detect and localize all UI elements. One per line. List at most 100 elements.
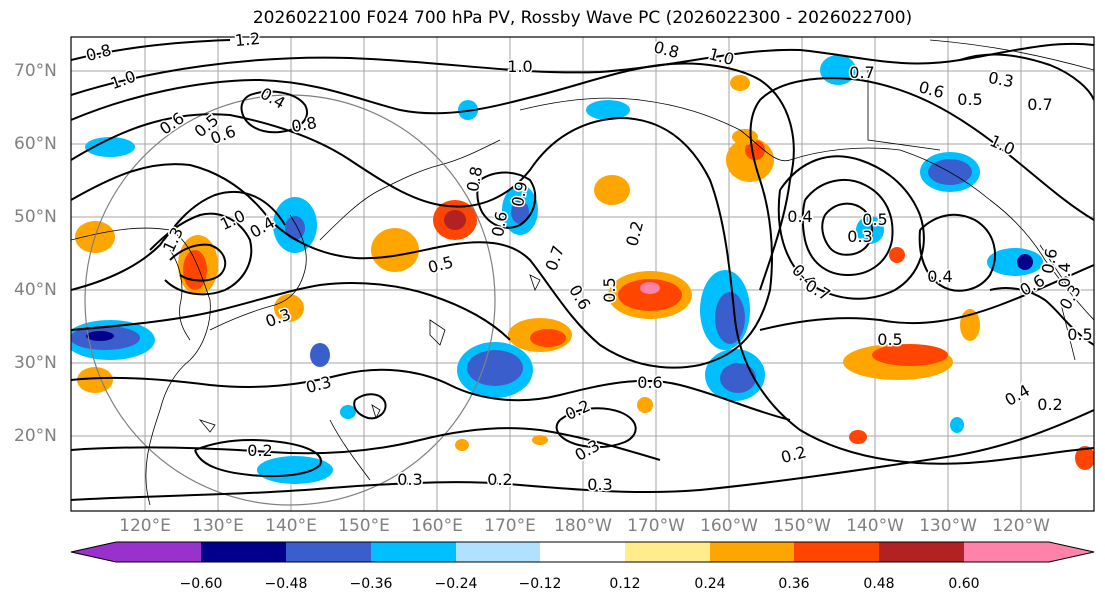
colorbar-segment	[371, 542, 457, 562]
lon-label-120w: 120°W	[992, 516, 1050, 536]
anomaly-patch	[455, 439, 469, 451]
contour-label: 0.5	[426, 252, 456, 277]
anomaly-patch	[745, 140, 765, 160]
anomaly-patch	[371, 228, 419, 272]
lon-label-160e: 160°E	[411, 516, 463, 536]
colorbar	[70, 541, 1095, 563]
contour-label: 0.7	[1027, 95, 1052, 114]
anomaly-patch	[1017, 254, 1033, 270]
colorbar-segment	[710, 542, 795, 562]
colorbar-segment	[286, 542, 372, 562]
anomaly-patch	[444, 210, 466, 230]
anomaly-patch	[637, 397, 653, 413]
contour-label: 0.5	[600, 277, 619, 302]
map-panel: 0.81.01.20.50.60.40.80.61.00.8 1.00.70.6 0…	[70, 27, 1095, 512]
lat-label-40: 40°N	[14, 280, 57, 300]
colorbar-extend-high	[1049, 542, 1094, 562]
colorbar-tick-label: 0.36	[778, 576, 810, 592]
lon-label-150w: 150°W	[773, 516, 831, 536]
lon-label-140w: 140°W	[846, 516, 904, 536]
anomaly-patch	[310, 343, 330, 367]
lat-label-50: 50°N	[14, 207, 57, 227]
anomaly-patch	[183, 250, 207, 290]
colorbar-segment	[625, 542, 711, 562]
contour-label: 0.4	[927, 267, 952, 286]
anomaly-patch	[640, 282, 660, 294]
anomaly-patch	[730, 75, 750, 91]
contour-label: 0.3	[847, 227, 872, 246]
lon-label-180w: 180°W	[554, 516, 612, 536]
anomaly-patch	[594, 175, 630, 205]
contour-label: 0.3	[587, 475, 612, 494]
colorbar-outline	[70, 541, 1095, 563]
anomaly-patch	[950, 417, 964, 433]
colorbar-tick-label: −0.36	[349, 576, 393, 592]
anomaly-patch	[720, 363, 756, 393]
contour-label: 0.9	[508, 180, 531, 208]
anomaly-patch	[467, 350, 523, 386]
anomaly-patch	[889, 247, 905, 263]
pv-contours	[71, 39, 1094, 501]
lat-label-60: 60°N	[14, 134, 57, 154]
colorbar-tick-label: −0.60	[179, 576, 223, 592]
contour-label: 1.0	[507, 57, 532, 76]
contour-label: 0.7	[849, 63, 874, 82]
lon-label-140e: 140°E	[265, 516, 317, 536]
map-title: 2026022100 F024 700 hPa PV, Rossby Wave …	[252, 8, 913, 28]
contour-label: 0.2	[1037, 395, 1062, 414]
anomaly-patch	[1075, 446, 1094, 470]
contour-label: 0.2	[779, 442, 809, 467]
contour-label: 0.6	[637, 373, 662, 392]
anomaly-patch	[532, 435, 548, 445]
gridlines	[71, 37, 1094, 511]
colorbar-segment	[456, 542, 541, 562]
contour-label: 0.3	[397, 470, 422, 489]
anomaly-patch	[340, 405, 356, 419]
lon-label-120e: 120°E	[119, 516, 171, 536]
contour-label: 0.5	[862, 210, 887, 229]
anomaly-patch	[715, 292, 745, 344]
lon-label-160w: 160°W	[700, 516, 758, 536]
anomaly-patch	[586, 100, 630, 120]
colorbar-tick-label: 0.48	[863, 576, 895, 592]
lat-label-30: 30°N	[14, 353, 57, 373]
colorbar-tick-label: −0.48	[264, 576, 308, 592]
anomaly-patch	[849, 430, 867, 444]
contour-label: 0.5	[877, 330, 902, 349]
lon-label-130w: 130°W	[919, 516, 977, 536]
colorbar-extend-low	[71, 542, 116, 562]
anomaly-patch	[274, 294, 304, 322]
coastlines	[71, 39, 1094, 506]
contour-label: 0.4	[1055, 262, 1074, 287]
anomaly-patch	[530, 329, 566, 347]
colorbar-tick-label: −0.24	[434, 576, 478, 592]
anomaly-patch	[987, 248, 1043, 276]
anomaly-patch	[511, 200, 529, 224]
colorbar-segment	[879, 542, 965, 562]
contour-label: 0.6	[1038, 247, 1061, 275]
anomaly-patch	[86, 331, 114, 341]
lon-label-170e: 170°E	[484, 516, 536, 536]
contour-label: 0.6	[488, 210, 511, 238]
lon-label-130e: 130°E	[192, 516, 244, 536]
anomaly-patch	[872, 344, 948, 366]
anomaly-patch	[856, 216, 884, 244]
contour-label: 0.5	[957, 90, 982, 109]
lon-label-150e: 150°E	[338, 516, 390, 536]
contour-label: 1.2	[234, 29, 261, 50]
lat-label-20: 20°N	[14, 426, 57, 446]
colorbar-segment	[964, 542, 1050, 562]
colorbar-segment	[201, 542, 287, 562]
anomaly-patch	[285, 216, 305, 240]
anomaly-patch	[85, 137, 135, 157]
anomaly-patch	[732, 129, 758, 145]
colorbar-segment	[794, 542, 880, 562]
colorbar-tick-label: −0.12	[518, 576, 562, 592]
contour-label: 0.5	[1067, 325, 1092, 344]
contour-label: 0.2	[247, 441, 272, 460]
anomaly-patch	[618, 279, 682, 311]
contour-label: 0.4	[787, 207, 812, 226]
contour-label: 0.2	[487, 470, 512, 489]
lat-label-70: 70°N	[14, 61, 57, 81]
lon-label-170w: 170°W	[627, 516, 685, 536]
